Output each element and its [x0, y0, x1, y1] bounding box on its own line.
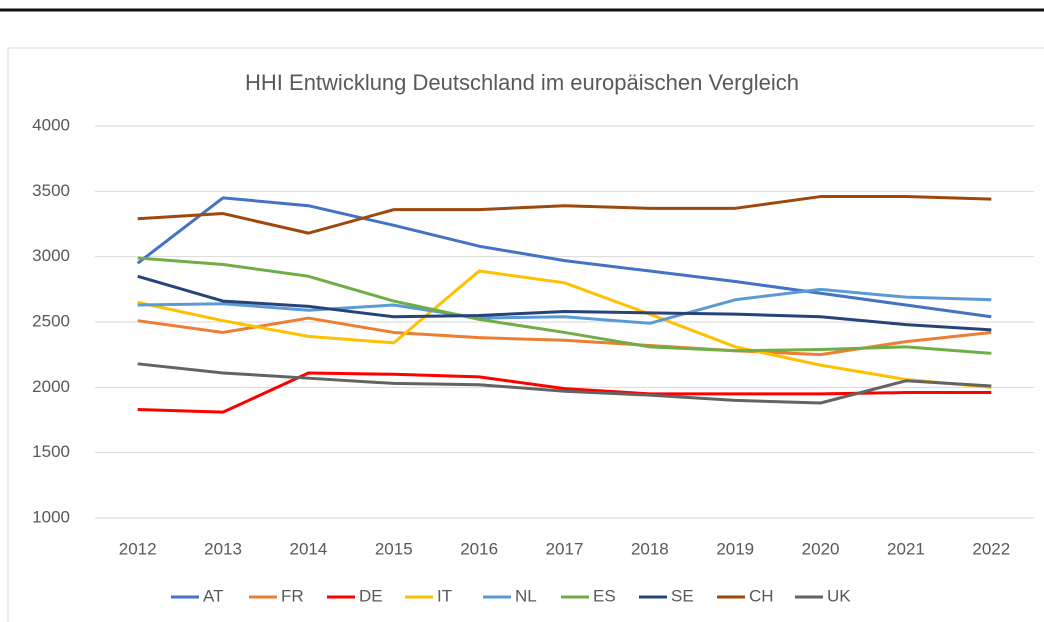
series-line: [137, 287, 992, 325]
y-tick-label: 3500: [32, 181, 70, 200]
x-tick-label: 2019: [716, 539, 754, 558]
x-tick-label: 2022: [972, 539, 1010, 558]
legend-label: UK: [827, 586, 851, 605]
x-tick-label: 2013: [204, 539, 242, 558]
series-line: [137, 362, 992, 405]
x-tick-label: 2021: [887, 539, 925, 558]
series-line: [137, 371, 992, 414]
legend-label: AT: [203, 586, 223, 605]
legend-label: DE: [359, 586, 383, 605]
x-tick-label: 2014: [289, 539, 327, 558]
series-line: [137, 269, 992, 389]
series-line: [137, 195, 992, 235]
y-tick-label: 2500: [32, 311, 70, 330]
series-line: [137, 256, 992, 355]
y-tick-label: 2000: [32, 377, 70, 396]
y-tick-label: 1000: [32, 507, 70, 526]
x-tick-label: 2015: [375, 539, 413, 558]
y-tick-label: 4000: [32, 115, 70, 134]
chart-title: HHI Entwicklung Deutschland im europäisc…: [245, 70, 799, 95]
legend-label: NL: [515, 586, 537, 605]
x-tick-label: 2017: [546, 539, 584, 558]
legend-label: IT: [437, 586, 452, 605]
x-tick-label: 2020: [802, 539, 840, 558]
legend-label: CH: [749, 586, 774, 605]
legend-label: FR: [281, 586, 304, 605]
series-line: [137, 316, 992, 357]
y-tick-label: 3000: [32, 246, 70, 265]
legend-label: SE: [671, 586, 694, 605]
x-tick-label: 2018: [631, 539, 669, 558]
series-line: [136, 196, 992, 319]
x-tick-label: 2012: [119, 539, 157, 558]
y-tick-label: 1500: [32, 442, 70, 461]
x-tick-label: 2016: [460, 539, 498, 558]
series-line: [137, 274, 992, 332]
chart-frame: [7, 47, 1044, 622]
legend-label: ES: [593, 586, 616, 605]
